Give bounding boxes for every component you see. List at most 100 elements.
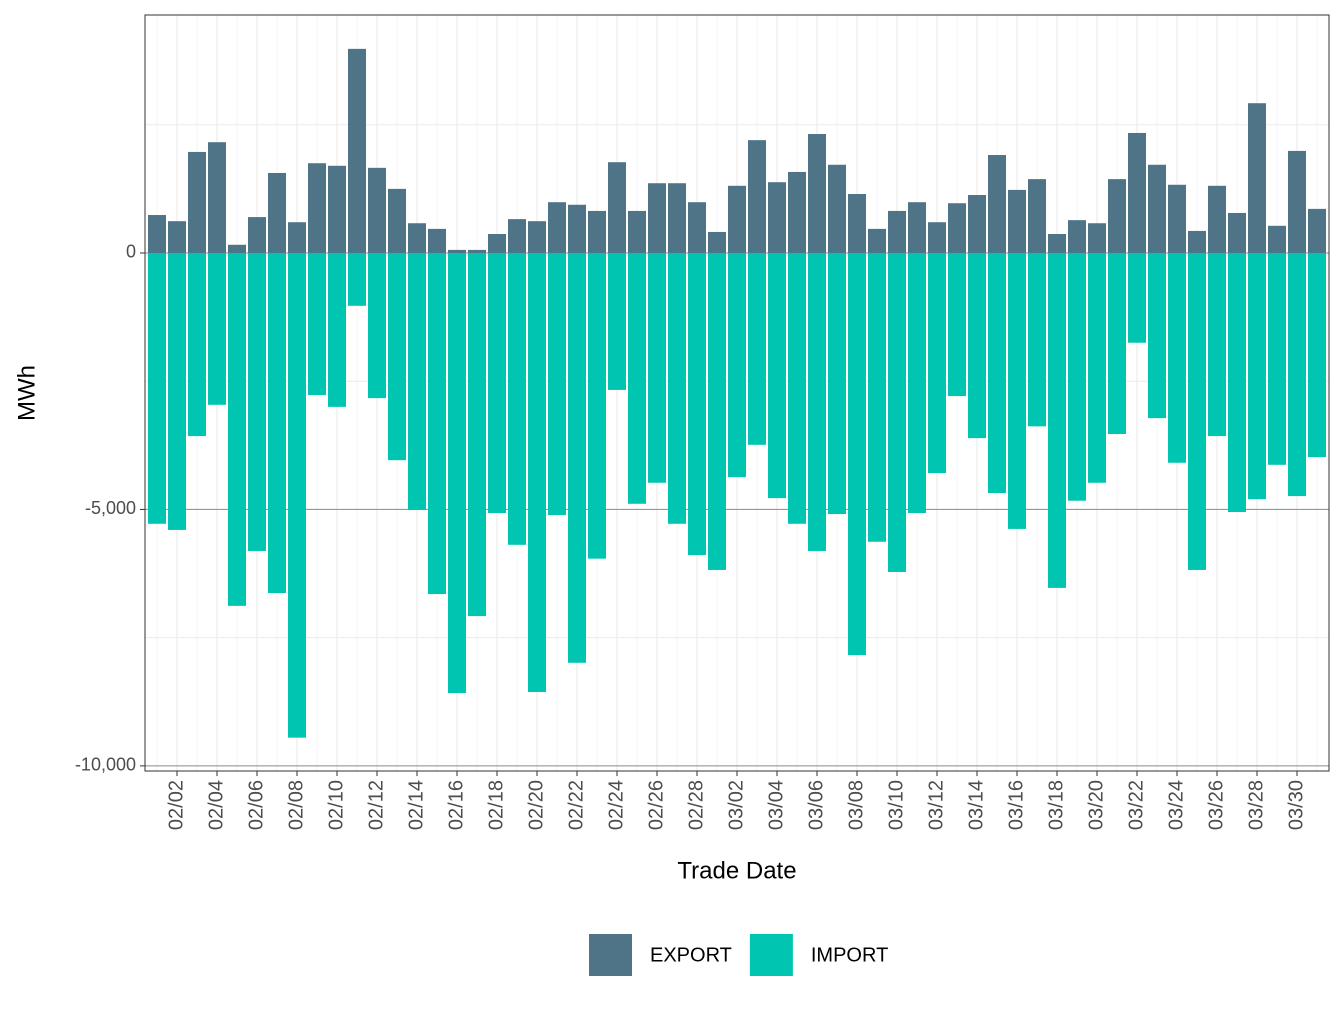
bar <box>628 252 646 504</box>
legend-swatch <box>589 934 632 976</box>
bar <box>1168 184 1186 253</box>
bar <box>908 202 926 253</box>
bar <box>308 163 326 253</box>
legend-label: EXPORT <box>650 944 732 966</box>
bar <box>148 252 166 524</box>
bar <box>468 252 486 617</box>
bar <box>508 219 526 253</box>
bar <box>408 223 426 253</box>
x-tick-label: 02/22 <box>565 780 587 830</box>
bar <box>948 252 966 397</box>
bar <box>748 140 766 253</box>
bar <box>208 142 226 253</box>
bar <box>1108 252 1126 435</box>
bar <box>1128 132 1146 253</box>
x-tick-label: 03/22 <box>1125 780 1147 830</box>
bar <box>188 151 206 253</box>
x-tick-label: 02/04 <box>205 780 227 830</box>
x-tick-label: 03/12 <box>925 780 947 830</box>
x-tick-label: 02/24 <box>605 780 627 830</box>
bar <box>728 185 746 253</box>
bar <box>1028 179 1046 253</box>
y-tick-label: 0 <box>126 242 136 262</box>
bar <box>568 252 586 663</box>
bar <box>1088 252 1106 483</box>
bar <box>1148 164 1166 253</box>
bar <box>848 193 866 253</box>
bar <box>1068 220 1086 253</box>
bar <box>288 252 306 738</box>
bar <box>868 228 886 253</box>
bar <box>568 204 586 253</box>
bar <box>188 252 206 437</box>
bar <box>288 222 306 253</box>
x-tick-label: 02/06 <box>245 780 267 830</box>
x-tick-label: 02/28 <box>685 780 707 830</box>
bar <box>1048 252 1066 588</box>
x-tick-label: 02/08 <box>285 780 307 830</box>
bar <box>1288 150 1306 253</box>
bar <box>428 228 446 253</box>
x-tick-label: 02/10 <box>325 780 347 830</box>
bar <box>1108 179 1126 253</box>
bar <box>468 249 486 253</box>
y-axis-title: MWh <box>13 365 40 421</box>
bar <box>988 252 1006 494</box>
x-axis-title: Trade Date <box>677 857 796 884</box>
bar <box>828 252 846 515</box>
bar <box>708 231 726 253</box>
bar <box>848 252 866 656</box>
y-tick-label: -5,000 <box>85 498 136 518</box>
bar <box>988 155 1006 253</box>
bar <box>768 252 786 499</box>
bar <box>1248 252 1266 500</box>
bar <box>528 252 546 693</box>
bar <box>588 210 606 253</box>
bar <box>488 234 506 253</box>
bar <box>1308 208 1326 253</box>
bar <box>588 252 606 559</box>
bar <box>888 252 906 572</box>
bar <box>1008 252 1026 529</box>
bar <box>948 203 966 253</box>
bar <box>1208 185 1226 253</box>
bar <box>388 252 406 461</box>
x-tick-label: 02/12 <box>365 780 387 830</box>
bar <box>228 244 246 253</box>
bar <box>1188 230 1206 253</box>
bar <box>1008 189 1026 253</box>
bar <box>628 210 646 253</box>
bar <box>1048 234 1066 253</box>
x-tick-label: 03/10 <box>885 780 907 830</box>
bar <box>208 252 226 405</box>
bar <box>1188 252 1206 570</box>
x-tick-label: 02/26 <box>645 780 667 830</box>
x-tick-label: 02/16 <box>445 780 467 830</box>
x-tick-label: 03/02 <box>725 780 747 830</box>
x-tick-label: 02/14 <box>405 780 427 830</box>
bar <box>548 252 566 516</box>
bar <box>328 165 346 253</box>
x-tick-label: 03/06 <box>805 780 827 830</box>
bar <box>528 221 546 253</box>
bar <box>388 188 406 253</box>
bar <box>268 252 286 594</box>
bar <box>448 249 466 253</box>
bar <box>1168 252 1186 463</box>
bar <box>1068 252 1086 501</box>
x-tick-label: 03/28 <box>1245 780 1267 830</box>
bar <box>668 183 686 253</box>
x-tick-label: 02/20 <box>525 780 547 830</box>
bar <box>748 252 766 445</box>
bar <box>1248 103 1266 253</box>
bar <box>168 252 186 530</box>
bar <box>268 172 286 253</box>
bar <box>1148 252 1166 419</box>
bar <box>1228 212 1246 253</box>
bar <box>668 252 686 524</box>
bar <box>248 252 266 551</box>
bar <box>968 195 986 253</box>
bar <box>808 252 826 551</box>
legend-swatch <box>749 934 793 976</box>
